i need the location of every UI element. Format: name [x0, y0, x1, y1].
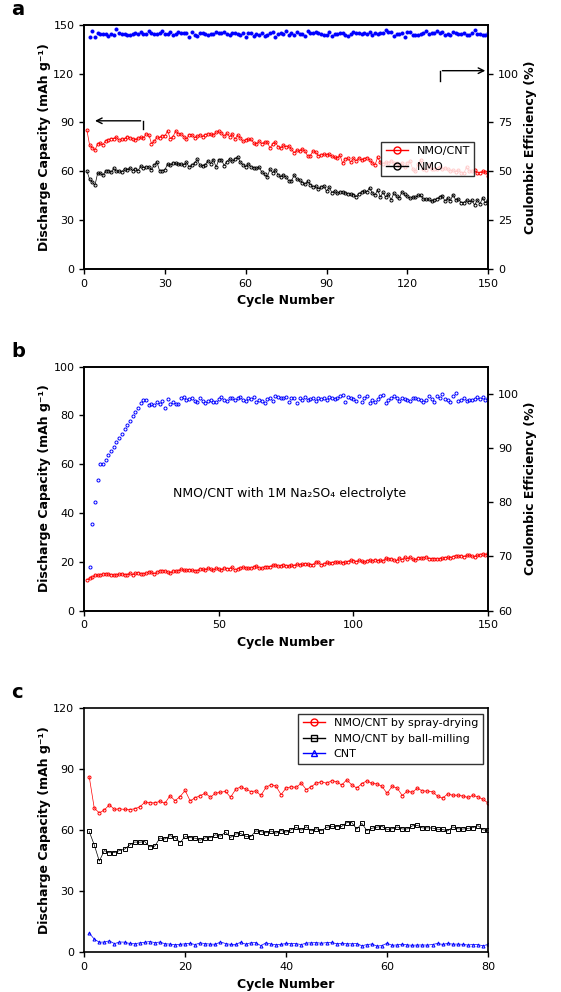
Legend: NMO/CNT, NMO: NMO/CNT, NMO — [381, 142, 475, 177]
NMO/CNT — [215, 126, 222, 138]
NMO/CNT by ball-milling — [268, 825, 274, 837]
NMO/CNT by spray-drying — [86, 771, 93, 783]
NMO/CNT by spray-drying — [328, 775, 335, 787]
CNT — [263, 936, 269, 948]
NMO/CNT by ball-milling — [369, 822, 375, 834]
NMO — [234, 151, 241, 163]
X-axis label: Cycle Number: Cycle Number — [237, 636, 335, 649]
NMO — [215, 154, 222, 166]
Text: b: b — [11, 342, 25, 361]
NMO/CNT by ball-milling — [348, 816, 355, 828]
CNT — [444, 937, 451, 949]
NMO/CNT — [293, 144, 300, 156]
NMO — [245, 158, 252, 170]
NMO/CNT — [242, 134, 249, 146]
Line: NMO/CNT by ball-milling: NMO/CNT by ball-milling — [88, 821, 490, 863]
CNT — [485, 938, 491, 950]
CNT — [86, 928, 93, 939]
NMO/CNT by ball-milling — [353, 823, 360, 835]
X-axis label: Cycle Number: Cycle Number — [237, 295, 335, 308]
Line: NMO: NMO — [85, 155, 490, 206]
Text: a: a — [11, 0, 25, 19]
Y-axis label: Coulombic Efficiency (%): Coulombic Efficiency (%) — [525, 61, 537, 233]
CNT — [323, 936, 330, 948]
NMO — [312, 181, 319, 192]
NMO/CNT by spray-drying — [444, 788, 451, 800]
Y-axis label: Coulombic Efficiency (%): Coulombic Efficiency (%) — [525, 402, 537, 575]
NMO/CNT by spray-drying — [348, 779, 355, 791]
NMO/CNT by spray-drying — [96, 806, 103, 818]
NMO/CNT — [415, 159, 421, 171]
CNT — [358, 939, 365, 951]
NMO/CNT — [361, 153, 367, 165]
NMO/CNT by ball-milling — [485, 824, 491, 836]
Legend: NMO/CNT by spray-drying, NMO/CNT by ball-milling, CNT: NMO/CNT by spray-drying, NMO/CNT by ball… — [298, 714, 482, 764]
Line: NMO/CNT by spray-drying: NMO/CNT by spray-drying — [88, 775, 490, 814]
NMO/CNT by ball-milling — [96, 855, 103, 867]
CNT — [374, 940, 380, 952]
Line: CNT: CNT — [88, 931, 490, 947]
NMO/CNT by ball-milling — [333, 820, 340, 832]
CNT — [328, 936, 335, 948]
NMO — [84, 165, 90, 177]
NMO — [364, 186, 370, 197]
CNT — [343, 937, 350, 949]
NMO/CNT by ball-milling — [328, 820, 335, 832]
NMO/CNT by spray-drying — [268, 779, 274, 791]
NMO/CNT by ball-milling — [449, 821, 456, 833]
Line: NMO/CNT: NMO/CNT — [85, 128, 490, 178]
Text: c: c — [11, 683, 23, 702]
NMO — [417, 189, 424, 201]
Y-axis label: Discharge Capacity (mAh g⁻¹): Discharge Capacity (mAh g⁻¹) — [38, 726, 50, 934]
NMO/CNT by spray-drying — [364, 775, 370, 787]
NMO/CNT — [310, 145, 316, 157]
NMO — [296, 174, 303, 186]
NMO/CNT — [485, 170, 491, 182]
NMO/CNT by spray-drying — [485, 798, 491, 809]
Text: NMO/CNT with 1M Na₂SO₄ electrolyte: NMO/CNT with 1M Na₂SO₄ electrolyte — [173, 487, 406, 500]
NMO — [485, 193, 491, 205]
Y-axis label: Discharge Capacity (mAh g⁻¹): Discharge Capacity (mAh g⁻¹) — [38, 43, 50, 251]
NMO/CNT — [84, 124, 90, 136]
NMO — [471, 199, 478, 211]
Y-axis label: Discharge Capacity (mAh g⁻¹): Discharge Capacity (mAh g⁻¹) — [38, 385, 50, 592]
NMO/CNT by ball-milling — [86, 825, 93, 837]
NMO/CNT by spray-drying — [333, 776, 340, 788]
X-axis label: Cycle Number: Cycle Number — [237, 977, 335, 991]
